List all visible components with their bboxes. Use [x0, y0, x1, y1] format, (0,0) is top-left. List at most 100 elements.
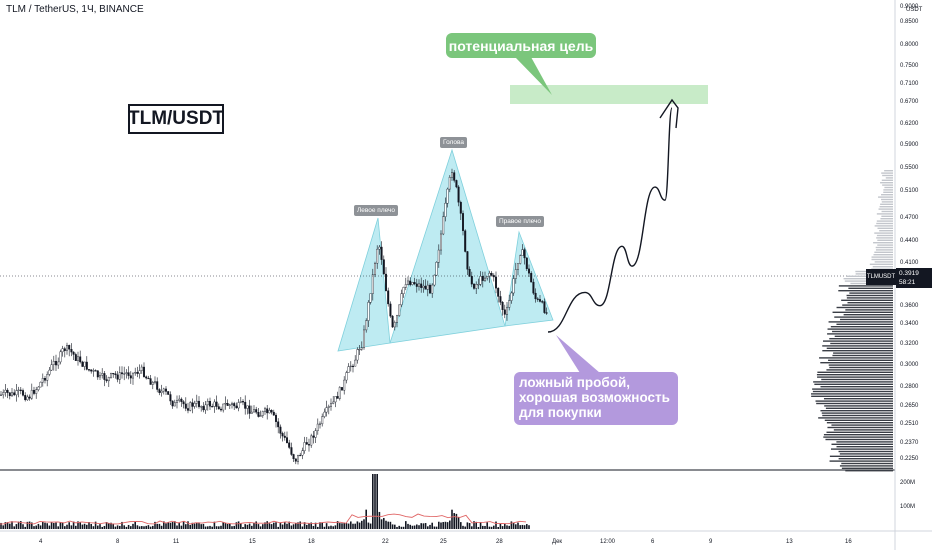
candle-body	[114, 373, 117, 376]
volume-bar	[314, 522, 317, 529]
candle-body	[213, 401, 216, 407]
candle-body	[167, 391, 170, 395]
candle-body	[134, 372, 137, 374]
candle-body	[74, 354, 77, 361]
candle-body	[468, 269, 471, 277]
target-bubble: потенциальная цель	[446, 33, 596, 58]
volume-profile-bar	[877, 244, 893, 246]
right-shoulder-label: Правое плечо	[496, 216, 545, 227]
candle-body	[349, 365, 352, 368]
volume-bar	[424, 523, 427, 529]
volume-profile-bar	[881, 215, 893, 217]
volume-profile-bar	[831, 424, 893, 426]
volume-bar	[497, 526, 499, 529]
volume-bar	[352, 523, 354, 529]
candle-body	[398, 304, 401, 316]
candle-body	[255, 409, 258, 413]
volume-bar	[475, 521, 477, 529]
volume-bar	[451, 509, 453, 529]
candle-body	[162, 388, 165, 392]
volume-profile-bar	[825, 407, 893, 409]
volume-bar	[149, 526, 152, 529]
price-tick-label: 0.2250	[900, 456, 919, 462]
volume-profile-bar	[839, 465, 893, 467]
volume-bar	[105, 522, 108, 529]
candle-body	[325, 407, 328, 413]
volume-bar	[402, 526, 405, 529]
candle-body	[343, 379, 346, 391]
volume-profile-bar	[820, 362, 893, 364]
volume-bar	[20, 521, 22, 529]
breakout-line-1: ложный пробой,	[519, 375, 631, 390]
volume-profile-bar	[838, 290, 893, 292]
candle-body	[497, 287, 500, 297]
volume-bar	[270, 524, 273, 529]
candle-body	[248, 405, 251, 414]
volume-bar	[460, 522, 462, 529]
candle-body	[92, 370, 95, 372]
candle-body	[112, 372, 115, 375]
candle-body	[19, 389, 22, 391]
volume-profile-bar	[874, 251, 893, 253]
candle-body	[70, 349, 73, 353]
volume-bar	[132, 523, 134, 529]
candle-body	[376, 248, 379, 264]
volume-ma-line	[0, 513, 527, 525]
candle-body	[261, 411, 264, 416]
candle-body	[193, 403, 196, 407]
candle-body	[215, 401, 218, 407]
volume-bar	[387, 521, 389, 529]
candle-body	[237, 402, 240, 409]
volume-bar	[213, 521, 216, 529]
candle-body	[98, 375, 101, 378]
candle-body	[202, 406, 205, 411]
candle-body	[486, 276, 489, 279]
candle-body	[512, 278, 515, 294]
candle-body	[123, 373, 126, 375]
price-tick-label: 0.5900	[900, 142, 919, 148]
volume-profile-bar	[822, 350, 893, 352]
candle-body	[72, 351, 75, 355]
time-tick-label: 18	[308, 539, 315, 545]
candle-body	[140, 366, 143, 371]
volume-profile-bar	[816, 374, 893, 376]
candle-body	[358, 348, 361, 351]
candle-body	[136, 372, 139, 374]
candle-body	[0, 394, 2, 396]
candle-body	[341, 387, 344, 391]
price-tick-label: 0.5100	[900, 188, 919, 194]
volume-bar	[259, 526, 262, 529]
time-tick-label: 9	[709, 539, 713, 545]
candle-body	[24, 395, 27, 401]
volume-bar	[180, 525, 183, 529]
volume-bar	[380, 519, 383, 529]
volume-profile-bar	[814, 383, 893, 385]
volume-profile-bar	[842, 304, 893, 306]
candle-body	[129, 375, 132, 379]
volume-bar	[202, 523, 205, 529]
price-tick-label: 0.5500	[900, 165, 919, 171]
volume-bar	[163, 521, 165, 529]
price-tick-label: 0.8000	[900, 42, 919, 48]
candle-body	[228, 404, 231, 406]
candle-body	[292, 454, 295, 460]
volume-bar	[37, 523, 40, 529]
volume-bar	[154, 521, 156, 529]
current-price: 0.3919	[899, 270, 919, 277]
volume-profile-bar	[884, 186, 893, 189]
volume-bar	[50, 522, 53, 529]
volume-bar	[372, 474, 374, 529]
candle-body	[301, 450, 304, 456]
volume-bar	[112, 523, 114, 529]
volume-bar	[457, 517, 460, 529]
volume-profile-bar	[830, 342, 893, 345]
candle-body	[33, 389, 36, 394]
candle-body	[308, 444, 311, 446]
price-tick-label: 0.9000	[900, 4, 919, 10]
volume-bar	[345, 523, 348, 529]
volume-bar	[242, 526, 244, 529]
breakout-bubble: ложный пробой, хорошая возможность для п…	[514, 372, 678, 425]
volume-profile-bar	[834, 335, 893, 337]
